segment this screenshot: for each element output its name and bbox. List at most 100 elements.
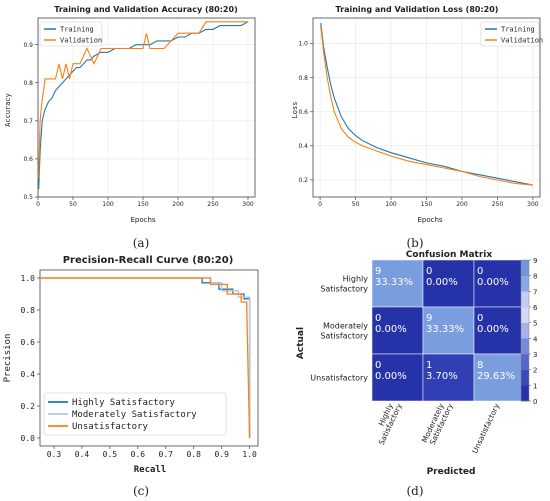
y-tick-label: 0.6 [298,109,308,116]
accuracy-xlabel: Epochs [130,216,155,224]
cm-row-label: Highly [343,275,369,284]
cm-cell [422,259,475,308]
x-tick-label: 0 [36,201,40,208]
cm-cell-count: 0 [477,313,483,324]
legend-entry: Training [501,25,535,33]
cm-title: Confusion Matrix [406,250,493,260]
colorbar-segment [521,275,529,292]
x-tick-label: 0.3 [47,450,62,459]
pr-ylabel: Precision [3,334,13,383]
y-tick-label: 1.0 [21,274,36,283]
x-tick-label: 200 [456,201,468,208]
cm-xlabel: Predicted [427,467,476,477]
accuracy-panel: Training and Validation Accuracy (80:20)… [0,0,275,230]
pr-title: Precision-Recall Curve (80:20) [63,255,234,266]
colorbar-tick-label: 9 [533,257,537,265]
x-tick-label: 300 [242,201,254,208]
cm-row-label: Satisfactory [320,332,368,341]
cm-cell [371,259,424,308]
cm-cell-count: 0 [477,266,483,277]
cm-cell-count: 8 [477,360,483,371]
colorbar-segment [521,322,529,339]
colorbar-tick-label: 7 [533,288,537,296]
accuracy-ylabel: Accuracy [4,93,12,127]
cm-cell-count: 0 [426,266,432,277]
cm-cell [422,306,475,355]
cm-cell-percent: 0.00% [477,277,509,288]
cm-cell-count: 1 [426,360,432,371]
legend-entry: Moderately Satisfactory [72,410,197,420]
accuracy-chart: Training and Validation Accuracy (80:20)… [4,5,256,224]
x-tick-label: 0 [318,201,322,208]
y-tick-label: 0.8 [298,75,308,82]
x-tick-label: 50 [69,201,77,208]
series-line-0 [40,277,251,438]
cm-cell-count: 0 [375,313,381,324]
colorbar-segment [521,369,529,386]
accuracy-title: Training and Validation Accuracy (80:20) [54,5,237,14]
cm-cell-count: 9 [375,266,381,277]
cm-cell-percent: 0.00% [477,324,509,335]
cm-cell [422,353,475,402]
caption-b: (b) [406,236,424,250]
plot-frame [37,17,256,198]
colorbar-tick-label: 6 [533,304,538,312]
cm-cell-percent: 0.00% [375,371,407,382]
pr-chart: Precision-Recall Curve (80:20) Recall Pr… [3,255,259,475]
colorbar-tick-label: 0 [533,398,537,406]
caption-c: (c) [132,484,150,498]
y-tick-label: 0.2 [21,402,36,411]
x-tick-label: 150 [421,201,433,208]
x-tick-label: 250 [492,201,504,208]
cm-cell-percent: 0.00% [375,324,407,335]
y-tick-label: 0.8 [21,306,36,315]
legend-entry: Validation [60,36,102,44]
cm-row-label: Moderately [323,322,368,331]
loss-panel: Training and Validation Loss (80:20) Epo… [275,0,550,230]
x-tick-label: 250 [207,201,219,208]
x-tick-label: 100 [385,201,397,208]
colorbar-segment [521,338,529,355]
cm-cell [473,306,526,355]
series-line-0 [320,23,534,186]
y-tick-label: 0.4 [21,370,36,379]
y-tick-label: 0.6 [21,338,36,347]
caption-d: (d) [406,484,424,498]
cm-panel: Confusion Matrix Predicted Actual 9 33.33… [275,250,550,480]
cm-cell-percent: 29.63% [477,371,515,382]
cm-ylabel: Actual [296,327,306,359]
loss-title: Training and Validation Loss (80:20) [336,5,499,14]
colorbar-segment [521,385,529,402]
legend-box [43,392,227,436]
cm-cell-percent: 33.33% [375,277,413,288]
colorbar-segment [521,260,529,276]
x-tick-label: 0.9 [214,450,229,459]
x-tick-label: 0.5 [103,450,118,459]
x-tick-label: 0.6 [131,450,146,459]
caption-a: (a) [132,236,150,250]
y-tick-label: 0.6 [23,156,33,163]
cm-cell [473,353,526,402]
y-tick-label: 0.5 [23,194,33,201]
series-line-0 [38,21,249,190]
colorbar-tick-label: 4 [533,335,538,343]
x-tick-label: 150 [137,201,149,208]
y-tick-label: 1.0 [298,41,308,48]
loss-chart: Training and Validation Loss (80:20) Epo… [291,5,543,224]
pr-panel: Precision-Recall Curve (80:20) Recall Pr… [0,250,275,480]
cm-cell-percent: 3.70% [426,371,458,382]
x-tick-label: 0.7 [159,450,174,459]
cm-cell-percent: 0.00% [426,277,458,288]
legend-entry: Unsatisfactory [72,422,148,432]
y-tick-label: 0.9 [23,42,33,49]
colorbar-tick-label: 2 [533,367,537,375]
loss-ylabel: Loss [291,102,299,119]
cm-cell-count: 9 [426,313,432,324]
x-tick-label: 0.8 [186,450,201,459]
y-tick-label: 0.8 [23,80,33,87]
y-tick-label: 0.0 [21,434,36,443]
y-tick-label: 0.7 [23,118,33,125]
x-tick-label: 100 [102,201,114,208]
confusion-matrix: Confusion Matrix Predicted Actual 933.33… [296,250,538,477]
x-tick-label: 1.0 [242,450,257,459]
